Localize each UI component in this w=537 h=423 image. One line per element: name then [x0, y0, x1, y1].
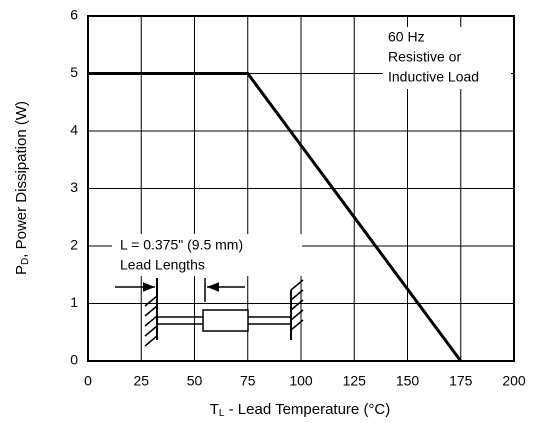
hatch: [144, 315, 158, 327]
x-axis-label: TL - Lead Temperature (°C): [210, 401, 391, 419]
label-part: D: [20, 258, 31, 265]
y-tick-label: 1: [70, 294, 78, 310]
annotation-box: [112, 234, 302, 276]
annotation: Resistive or: [388, 49, 461, 65]
y-tick-label: 0: [70, 352, 78, 368]
y-tick-label: 5: [70, 64, 78, 80]
label-part: L: [219, 408, 225, 419]
annotation: Inductive Load: [388, 69, 479, 85]
resistor-body: [202, 309, 249, 332]
label-part: P: [13, 265, 30, 275]
plot-frame: [87, 15, 515, 362]
annotation: Lead Lengths: [120, 257, 205, 273]
x-tick-label: 175: [449, 373, 473, 389]
x-tick-label: 75: [240, 373, 256, 389]
x-tick-label: 50: [187, 373, 203, 389]
label-part: , Power Dissipation (W): [13, 101, 30, 258]
x-tick-label: 100: [289, 373, 313, 389]
hatch: [144, 325, 158, 337]
hatch: [290, 299, 304, 311]
hatch: [290, 289, 304, 301]
x-tick-label: 150: [396, 373, 420, 389]
hatch: [144, 295, 158, 307]
hatch: [290, 279, 304, 291]
hatch: [144, 305, 158, 317]
x-tick-label: 25: [133, 373, 149, 389]
y-tick-label: 6: [70, 7, 78, 23]
y-tick-label: 3: [70, 179, 78, 195]
hatch: [290, 319, 304, 331]
y-tick-label: 2: [70, 237, 78, 253]
label-part: - Lead Temperature (°C): [224, 401, 390, 418]
label-part: T: [210, 401, 219, 418]
lead-diagram: [115, 278, 304, 347]
data-line: [88, 72, 462, 362]
hatch: [144, 335, 158, 347]
annotation: 60 Hz: [388, 29, 425, 45]
x-tick-label: 125: [343, 373, 367, 389]
y-axis-label: PD, Power Dissipation (W): [13, 101, 31, 275]
hatch: [290, 309, 304, 321]
x-tick-label: 0: [84, 373, 92, 389]
annotation: L = 0.375" (9.5 mm): [120, 237, 243, 253]
x-tick-label: 200: [502, 373, 526, 389]
annotation-box: [383, 27, 511, 89]
y-tick-label: 4: [70, 122, 78, 138]
